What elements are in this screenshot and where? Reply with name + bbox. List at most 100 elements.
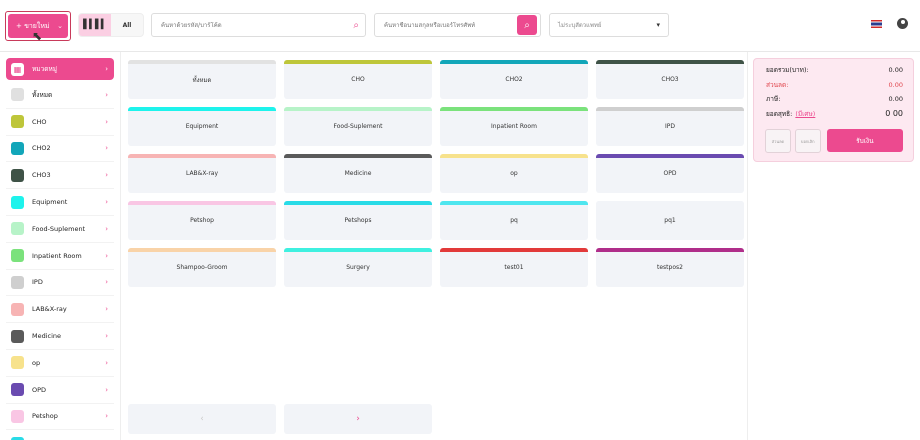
category-card[interactable]: LAB&X-ray [128, 154, 276, 193]
category-card-label: Shampoo-Groom [176, 264, 228, 271]
chevron-right-icon: › [105, 385, 108, 394]
sidebar-item[interactable]: op › [6, 350, 114, 377]
category-card[interactable]: ทั้งหมด [128, 60, 276, 99]
product-search-input[interactable] [161, 21, 354, 29]
category-card[interactable]: Medicine [284, 154, 432, 193]
category-card[interactable]: pq1 [596, 201, 744, 240]
category-card-label: test01 [504, 264, 524, 271]
prev-page-button[interactable]: ‹ [128, 404, 276, 434]
category-color-bar [596, 60, 744, 64]
sidebar-item[interactable]: IPD › [6, 270, 114, 297]
chevron-right-icon: › [105, 171, 108, 180]
category-card[interactable]: OPD [596, 154, 744, 193]
sidebar-item[interactable]: ทั้งหมด › [6, 82, 114, 109]
customer-search-button[interactable]: ⌕ [517, 15, 537, 35]
sidebar-item-label: Medicine [32, 332, 62, 341]
category-card[interactable]: IPD [596, 107, 744, 146]
category-color-bar [128, 201, 276, 205]
pagination: ‹ › [128, 404, 432, 434]
category-card-label: IPD [664, 123, 675, 130]
discount-label: ส่วนลด: [766, 80, 789, 89]
net-value: 0 00 [885, 109, 903, 119]
sidebar-item-label: Food-Suplement [32, 224, 86, 233]
customer-search-input[interactable] [384, 21, 517, 29]
sidebar-item-label: IPD [32, 278, 43, 287]
sidebar-item-label: OPD [32, 385, 47, 394]
search-icon[interactable]: ⌕ [353, 19, 359, 31]
chevron-down-icon[interactable]: ⌄ [57, 22, 63, 30]
category-color-bar [596, 107, 744, 111]
user-account-icon[interactable] [897, 18, 908, 29]
new-sale-button[interactable]: + ขายใหม่ ⌄ [8, 14, 68, 38]
sidebar-item[interactable]: Food-Suplement › [6, 216, 114, 243]
all-mode-button[interactable]: All [122, 21, 132, 29]
sidebar-item[interactable]: Petshops› [6, 430, 114, 440]
doctor-select[interactable]: ไม่ระบุสัตวแพทย์ ▾ [549, 13, 669, 37]
category-card-label: testpos2 [657, 264, 683, 271]
next-page-button[interactable]: › [284, 404, 432, 434]
category-color-bar [440, 248, 588, 252]
sidebar-item[interactable]: CHO2 › [6, 136, 114, 163]
chevron-right-icon: › [105, 332, 108, 341]
sidebar-item-categories[interactable]: ▦ หมวดหมู่ › [6, 58, 114, 80]
chevron-right-icon: › [105, 358, 108, 367]
category-card-label: Petshop [190, 217, 214, 224]
doctor-select-value: ไม่ระบุสัตวแพทย์ [558, 22, 602, 29]
category-card[interactable]: Shampoo-Groom [128, 248, 276, 287]
discount-button[interactable]: ส่วนลด [765, 129, 791, 153]
sidebar-item[interactable]: Inpatient Room › [6, 243, 114, 270]
category-color-bar [440, 107, 588, 111]
category-color-bar [596, 248, 744, 252]
category-card[interactable]: Inpatient Room [440, 107, 588, 146]
sidebar-item[interactable]: Petshop › [6, 404, 114, 431]
category-card[interactable]: pq [440, 201, 588, 240]
category-card[interactable]: op [440, 154, 588, 193]
sidebar-item[interactable]: LAB&X-ray › [6, 296, 114, 324]
category-card[interactable]: CHO2 [440, 60, 588, 99]
category-card[interactable]: Surgery [284, 248, 432, 287]
category-color-bar [128, 60, 276, 64]
chevron-right-icon: › [105, 117, 108, 126]
category-card[interactable]: Petshops [284, 201, 432, 240]
category-card[interactable]: Equipment [128, 107, 276, 146]
category-color-bar [284, 154, 432, 158]
chevron-right-icon: › [105, 251, 108, 260]
category-card[interactable]: CHO3 [596, 60, 744, 99]
subtotal-label: ยอดรวม(บาท): [766, 66, 809, 75]
sidebar-item-label: Petshop [32, 412, 58, 421]
barcode-icon: ▌▍▌▍ [83, 20, 108, 30]
net-label-wrap: ยอดสุทธิ: (มีเศษ) [766, 109, 815, 119]
cancel-button[interactable]: บอกเลิก [794, 129, 821, 153]
category-color-bar [440, 154, 588, 158]
sidebar-item[interactable]: OPD › [6, 377, 114, 404]
category-card[interactable]: Food-Suplement [284, 107, 432, 146]
category-color-bar [440, 60, 588, 64]
barcode-mode-button[interactable]: ▌▍▌▍ [79, 14, 111, 36]
category-color-swatch [11, 115, 24, 129]
chevron-right-icon: › [105, 278, 108, 287]
sidebar-item[interactable]: Equipment › [6, 189, 114, 216]
category-card[interactable]: test01 [440, 248, 588, 287]
category-sidebar: ▦ หมวดหมู่ › ทั้งหมด › CHO › CHO2 › CHO3 › Equipmen… [0, 52, 121, 440]
category-color-swatch [11, 329, 24, 343]
category-card[interactable]: CHO [284, 60, 432, 99]
category-card-label: Petshops [344, 217, 372, 224]
sidebar-item[interactable]: Medicine › [6, 323, 114, 350]
chevron-right-icon: › [105, 224, 108, 233]
sidebar-item[interactable]: CHO3 › [6, 162, 114, 190]
rounding-note-link[interactable]: (มีเศษ) [795, 109, 816, 118]
category-color-swatch [11, 222, 24, 236]
sidebar-item-label: Inpatient Room [32, 251, 82, 260]
sidebar-item[interactable]: CHO › [6, 109, 114, 136]
top-bar: + ขายใหม่ ⌄ ⬉ ▌▍▌▍ All ⌕ ⌕ ไม่ระบุสัตวแพ… [0, 0, 920, 52]
thai-flag-icon[interactable] [871, 20, 882, 28]
pay-button[interactable]: รับเงิน [826, 129, 904, 152]
subtotal-value: 0.00 [888, 66, 903, 75]
product-search: ⌕ [151, 13, 366, 37]
category-color-swatch [11, 168, 24, 182]
category-panel: ทั้งหมด CHO CHO2 CHO3 Equipment Food-Suplemen… [122, 52, 748, 440]
order-summary: ยอดรวม(บาท): 0.00 ส่วนลด: 0.00 ภาษี: 0.0… [753, 58, 914, 162]
category-card[interactable]: testpos2 [596, 248, 744, 287]
sidebar-item-label: op [32, 358, 41, 367]
category-card[interactable]: Petshop [128, 201, 276, 240]
